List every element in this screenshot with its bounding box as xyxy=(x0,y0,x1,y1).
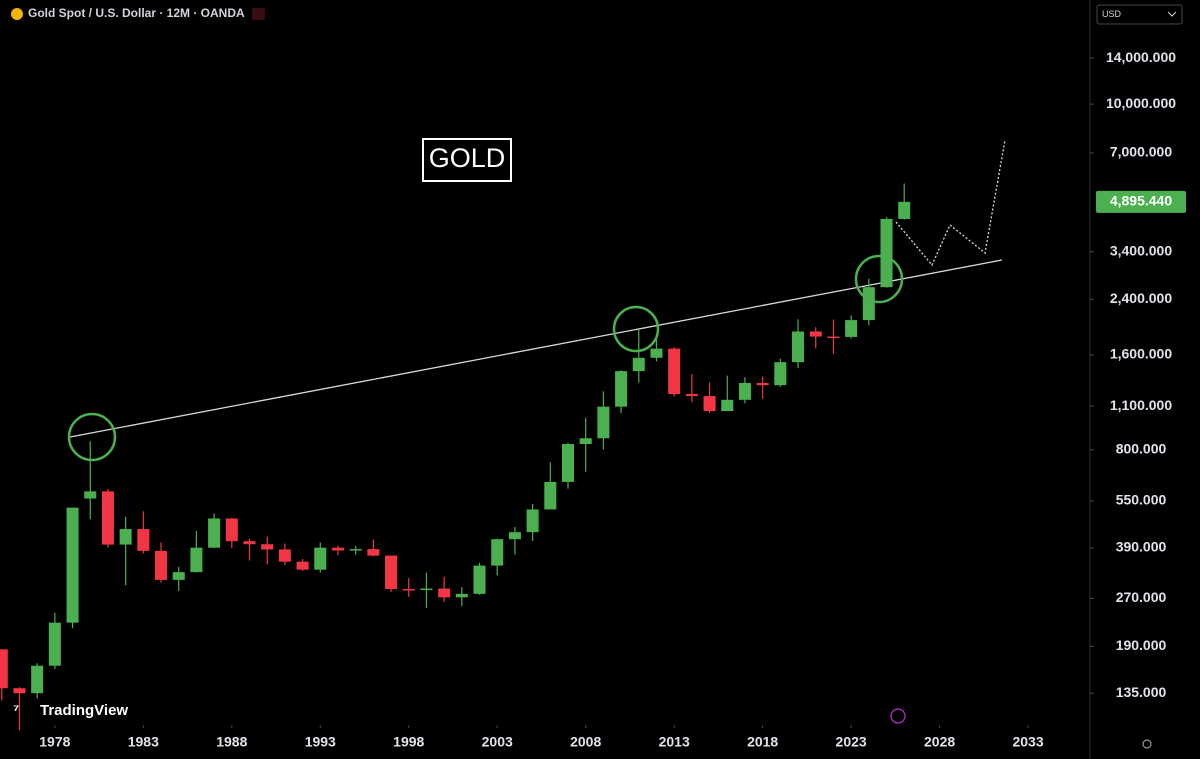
symbol-icon xyxy=(11,8,23,20)
x-tick-label: 2033 xyxy=(1012,734,1043,750)
candle-body xyxy=(862,287,875,321)
y-tick-label: 14,000.000 xyxy=(1106,49,1176,65)
x-tick-label: 1988 xyxy=(216,734,247,750)
candle-body xyxy=(491,539,504,566)
y-tick-label: 270.000 xyxy=(1116,589,1167,605)
candle-body xyxy=(349,549,362,551)
candle-body xyxy=(84,491,97,499)
candle-body xyxy=(119,529,132,545)
y-tick-label: 2,400.000 xyxy=(1110,290,1172,306)
candle-body xyxy=(845,320,858,337)
candle-body xyxy=(225,518,238,542)
x-tick-label: 1983 xyxy=(128,734,159,750)
x-tick-label: 2008 xyxy=(570,734,601,750)
chart-title: Gold Spot / U.S. Dollar · 12M · OANDA xyxy=(28,6,245,20)
y-tick-label: 1,600.000 xyxy=(1110,346,1172,362)
y-tick-label: 800.000 xyxy=(1116,440,1167,456)
y-tick-label: 135.000 xyxy=(1116,684,1167,700)
x-tick-label: 2018 xyxy=(747,734,778,750)
candle-body xyxy=(31,665,44,694)
candle-body xyxy=(331,547,344,551)
candle-body xyxy=(668,348,681,395)
market-status-icon xyxy=(252,8,265,20)
candle-body xyxy=(544,481,557,510)
candle-body xyxy=(155,550,168,580)
brand-icon: ⁷ xyxy=(13,702,19,719)
projection-path xyxy=(895,139,1006,267)
brand-logo: TradingView xyxy=(40,702,128,719)
candle-body xyxy=(278,549,291,562)
settings-icon[interactable] xyxy=(1142,739,1152,749)
candle-body xyxy=(880,218,893,288)
candle-body xyxy=(296,561,309,570)
candle-body xyxy=(473,565,486,594)
annotation-text: GOLD xyxy=(429,143,506,173)
candle-body xyxy=(597,406,610,439)
currency-dropdown[interactable] xyxy=(1096,4,1183,25)
y-tick-label: 1,100.000 xyxy=(1110,397,1172,413)
y-tick-label: 390.000 xyxy=(1116,539,1167,555)
candle-body xyxy=(0,649,8,689)
trend-line xyxy=(69,259,1003,438)
candle-body xyxy=(561,444,575,482)
highlight-circle xyxy=(854,254,904,304)
candle-body xyxy=(243,541,256,545)
candle-body xyxy=(13,688,26,694)
candle-body xyxy=(402,589,415,591)
candle-body xyxy=(526,509,539,533)
candle-body xyxy=(385,555,398,590)
candle-body xyxy=(190,547,203,573)
candle-body xyxy=(738,382,751,400)
dropdown-arrow xyxy=(1167,11,1177,17)
candle-body xyxy=(809,331,822,337)
x-tick-label: 1993 xyxy=(305,734,336,750)
candle-body xyxy=(48,622,61,666)
x-tick-label: 1978 xyxy=(39,734,70,750)
candle-body xyxy=(208,518,221,548)
candle-body xyxy=(314,547,327,570)
x-tick-label: 2028 xyxy=(924,734,955,750)
candle-body xyxy=(703,396,716,412)
y-tick-label: 190.000 xyxy=(1116,637,1167,653)
candle-body xyxy=(367,549,380,556)
candle-body xyxy=(66,507,79,623)
x-tick-label: 2023 xyxy=(836,734,867,750)
candle-body xyxy=(827,336,840,339)
last-price-label: 4,895.440 xyxy=(1110,193,1172,209)
candle-body xyxy=(792,331,805,363)
y-tick-label: 10,000.000 xyxy=(1106,95,1176,111)
last-price-box xyxy=(1096,190,1186,213)
x-tick-label: 2003 xyxy=(482,734,513,750)
candle-body xyxy=(579,438,592,445)
candle-body xyxy=(756,382,769,386)
candle-body xyxy=(632,357,645,372)
y-tick-label: 7,000.000 xyxy=(1110,144,1172,160)
highlight-circle xyxy=(67,412,117,462)
candle-body xyxy=(172,572,185,580)
candles xyxy=(0,183,911,731)
candle-body xyxy=(438,588,451,598)
candle-body xyxy=(898,201,911,219)
y-tick-label: 550.000 xyxy=(1116,492,1167,508)
x-tick-label: 2013 xyxy=(659,734,690,750)
candle-body xyxy=(261,544,274,550)
candle-body xyxy=(685,394,698,397)
candle-body xyxy=(650,348,663,358)
annotation-box xyxy=(422,138,512,182)
y-tick-label: 3,400.000 xyxy=(1110,242,1172,258)
candle-body xyxy=(101,491,114,545)
candle-body xyxy=(455,593,468,598)
highlight-circle xyxy=(612,305,660,353)
candle-body xyxy=(420,588,433,591)
candle-body xyxy=(137,529,150,551)
currency-label: USD xyxy=(1102,9,1122,19)
x-tick-label: 1998 xyxy=(393,734,424,750)
candle-body xyxy=(508,532,521,540)
candle-body xyxy=(615,371,628,407)
events-icon[interactable] xyxy=(890,708,906,724)
candle-body xyxy=(774,362,787,386)
candle-body xyxy=(721,399,734,412)
